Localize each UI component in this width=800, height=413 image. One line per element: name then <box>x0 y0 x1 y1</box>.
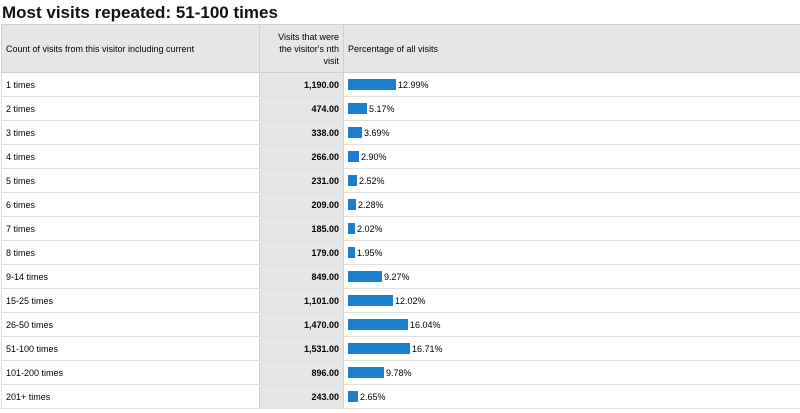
table-row: 1 times 1,190.00 12.99% <box>1 72 800 97</box>
percentage-cell: 3.69% <box>343 120 800 145</box>
percentage-value: 2.65% <box>360 391 386 402</box>
percentage-value: 16.04% <box>410 319 441 330</box>
visit-count-label: 15-25 times <box>1 288 260 313</box>
percentage-bar <box>348 103 367 114</box>
percentage-bar <box>348 127 362 138</box>
percentage-value: 2.90% <box>361 151 387 162</box>
table-row: 8 times 179.00 1.95% <box>1 240 800 265</box>
table-row: 51-100 times 1,531.00 16.71% <box>1 336 800 361</box>
visits-value: 1,190.00 <box>259 72 344 97</box>
percentage-bar <box>348 247 355 258</box>
percentage-value: 2.28% <box>358 199 384 210</box>
visits-value: 243.00 <box>259 384 344 409</box>
column-header-percentage[interactable]: Percentage of all visits <box>343 24 800 73</box>
visits-value: 1,470.00 <box>259 312 344 337</box>
table-body: 1 times 1,190.00 12.99% 2 times 474.00 5.17% 3… <box>1 72 800 409</box>
table-row: 201+ times 243.00 2.65% <box>1 384 800 409</box>
percentage-bar <box>348 367 384 378</box>
percentage-value: 12.99% <box>398 79 429 90</box>
percentage-value: 3.69% <box>364 127 390 138</box>
visits-value: 1,101.00 <box>259 288 344 313</box>
percentage-value: 16.71% <box>412 343 443 354</box>
percentage-value: 2.52% <box>359 175 385 186</box>
percentage-bar <box>348 199 356 210</box>
table-header-row: Count of visits from this visitor includ… <box>1 24 800 73</box>
visit-count-label: 5 times <box>1 168 260 193</box>
visits-value: 185.00 <box>259 216 344 241</box>
percentage-value: 12.02% <box>395 295 426 306</box>
percentage-bar <box>348 343 410 354</box>
percentage-cell: 5.17% <box>343 96 800 121</box>
visit-count-label: 201+ times <box>1 384 260 409</box>
visits-value: 179.00 <box>259 240 344 265</box>
visits-value: 338.00 <box>259 120 344 145</box>
percentage-bar <box>348 391 358 402</box>
visit-count-label: 26-50 times <box>1 312 260 337</box>
column-header-visits[interactable]: Visits that were the visitor's nth visit <box>259 24 344 73</box>
percentage-bar <box>348 175 357 186</box>
percentage-cell: 9.27% <box>343 264 800 289</box>
visits-value: 849.00 <box>259 264 344 289</box>
visit-count-label: 7 times <box>1 216 260 241</box>
visits-value: 231.00 <box>259 168 344 193</box>
percentage-value: 1.95% <box>357 247 383 258</box>
visit-count-label: 3 times <box>1 120 260 145</box>
visit-count-label: 4 times <box>1 144 260 169</box>
visits-value: 896.00 <box>259 360 344 385</box>
percentage-cell: 2.28% <box>343 192 800 217</box>
percentage-cell: 16.04% <box>343 312 800 337</box>
percentage-value: 2.02% <box>357 223 383 234</box>
percentage-bar <box>348 79 396 90</box>
table-row: 2 times 474.00 5.17% <box>1 96 800 121</box>
visit-count-label: 1 times <box>1 72 260 97</box>
percentage-value: 9.78% <box>386 367 412 378</box>
column-header-count[interactable]: Count of visits from this visitor includ… <box>1 24 260 73</box>
percentage-bar <box>348 223 355 234</box>
percentage-cell: 16.71% <box>343 336 800 361</box>
visit-count-label: 9-14 times <box>1 264 260 289</box>
percentage-cell: 9.78% <box>343 360 800 385</box>
visits-value: 209.00 <box>259 192 344 217</box>
percentage-bar <box>348 295 393 306</box>
percentage-bar <box>348 319 408 330</box>
visit-count-label: 2 times <box>1 96 260 121</box>
table-row: 101-200 times 896.00 9.78% <box>1 360 800 385</box>
visits-value: 266.00 <box>259 144 344 169</box>
table-row: 26-50 times 1,470.00 16.04% <box>1 312 800 337</box>
percentage-cell: 12.02% <box>343 288 800 313</box>
visit-count-label: 101-200 times <box>1 360 260 385</box>
visits-value: 474.00 <box>259 96 344 121</box>
table-row: 15-25 times 1,101.00 12.02% <box>1 288 800 313</box>
percentage-value: 5.17% <box>369 103 395 114</box>
percentage-cell: 2.65% <box>343 384 800 409</box>
percentage-value: 9.27% <box>384 271 410 282</box>
table-row: 3 times 338.00 3.69% <box>1 120 800 145</box>
table-row: 9-14 times 849.00 9.27% <box>1 264 800 289</box>
percentage-cell: 2.52% <box>343 168 800 193</box>
visits-report-table: Count of visits from this visitor includ… <box>1 24 800 409</box>
percentage-cell: 2.02% <box>343 216 800 241</box>
percentage-cell: 2.90% <box>343 144 800 169</box>
percentage-bar <box>348 271 382 282</box>
percentage-cell: 1.95% <box>343 240 800 265</box>
table-row: 5 times 231.00 2.52% <box>1 168 800 193</box>
visits-value: 1,531.00 <box>259 336 344 361</box>
page-title: Most visits repeated: 51-100 times <box>2 3 278 22</box>
percentage-bar <box>348 151 359 162</box>
table-row: 6 times 209.00 2.28% <box>1 192 800 217</box>
percentage-cell: 12.99% <box>343 72 800 97</box>
visit-count-label: 8 times <box>1 240 260 265</box>
table-row: 4 times 266.00 2.90% <box>1 144 800 169</box>
visit-count-label: 6 times <box>1 192 260 217</box>
table-row: 7 times 185.00 2.02% <box>1 216 800 241</box>
visit-count-label: 51-100 times <box>1 336 260 361</box>
